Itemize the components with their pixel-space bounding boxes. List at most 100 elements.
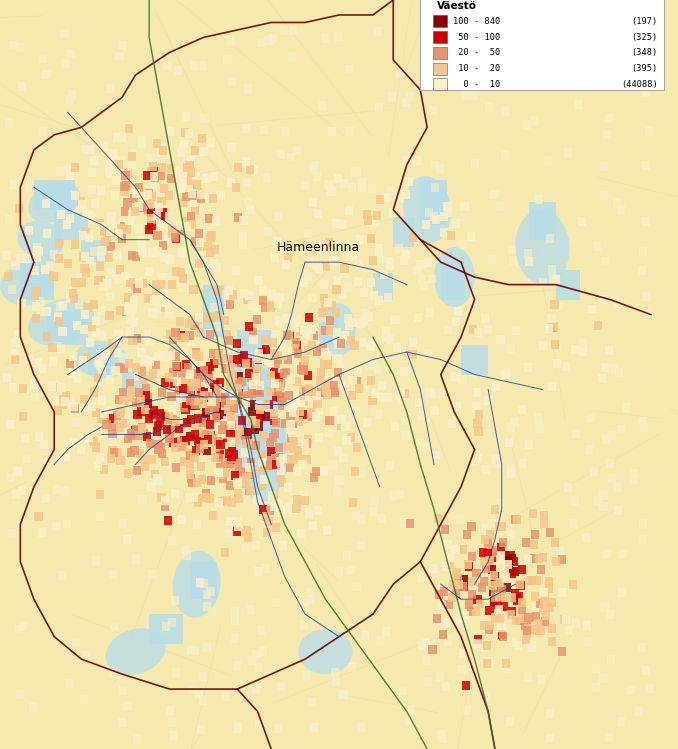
Bar — [274, 238, 282, 247]
Bar — [330, 407, 338, 416]
Bar — [463, 530, 471, 539]
Bar — [148, 309, 156, 318]
Bar — [331, 386, 339, 395]
Bar — [504, 560, 512, 569]
Bar — [255, 349, 263, 358]
Bar — [148, 192, 157, 201]
Bar — [285, 391, 294, 400]
Bar — [258, 458, 266, 467]
Bar — [551, 539, 559, 548]
Bar — [460, 91, 468, 100]
Bar — [245, 463, 254, 472]
Bar — [167, 174, 176, 183]
Bar — [88, 345, 115, 374]
Bar — [297, 401, 305, 410]
Bar — [296, 247, 304, 256]
Bar — [393, 343, 401, 352]
Bar — [545, 324, 553, 333]
Bar — [537, 676, 545, 685]
Bar — [366, 361, 374, 370]
Bar — [203, 285, 224, 337]
Bar — [200, 366, 208, 375]
Bar — [123, 469, 132, 478]
Bar — [115, 330, 123, 339]
Bar — [233, 355, 241, 364]
Bar — [146, 168, 155, 177]
Bar — [502, 573, 510, 582]
Bar — [112, 176, 120, 185]
Bar — [168, 279, 176, 288]
Bar — [131, 207, 139, 216]
Bar — [485, 530, 494, 539]
Bar — [221, 454, 229, 463]
Bar — [479, 643, 487, 652]
Bar — [300, 366, 308, 374]
Bar — [289, 25, 297, 34]
Bar — [301, 598, 309, 607]
Bar — [346, 127, 354, 136]
Bar — [179, 198, 187, 207]
Bar — [207, 476, 215, 485]
Ellipse shape — [241, 412, 288, 502]
Bar — [428, 645, 437, 654]
Text: (325): (325) — [631, 32, 658, 42]
Bar — [61, 487, 69, 496]
Bar — [320, 280, 328, 289]
Bar — [268, 301, 277, 310]
Bar — [300, 363, 308, 372]
Bar — [283, 442, 291, 451]
Bar — [365, 312, 373, 321]
Bar — [139, 248, 147, 257]
Bar — [38, 307, 46, 316]
Bar — [228, 371, 237, 380]
Bar — [235, 383, 243, 392]
Bar — [188, 478, 196, 487]
Bar — [461, 345, 488, 374]
Bar — [228, 77, 236, 86]
Bar — [354, 368, 362, 377]
Bar — [202, 408, 210, 417]
Bar — [193, 369, 201, 378]
Bar — [285, 403, 293, 412]
Bar — [344, 283, 352, 292]
Bar — [518, 405, 526, 414]
Bar — [414, 313, 422, 322]
Bar — [90, 300, 98, 309]
Bar — [486, 621, 494, 630]
Bar — [518, 604, 526, 613]
Bar — [238, 354, 246, 363]
Bar — [535, 554, 543, 562]
Bar — [63, 520, 71, 529]
Bar — [113, 275, 121, 284]
Bar — [216, 378, 224, 387]
Bar — [9, 41, 17, 50]
Bar — [498, 522, 506, 531]
Bar — [508, 593, 517, 602]
Bar — [260, 476, 268, 485]
Bar — [375, 296, 383, 305]
Bar — [525, 64, 533, 73]
Bar — [388, 92, 397, 101]
Bar — [113, 333, 121, 342]
Bar — [367, 342, 375, 351]
Bar — [540, 597, 549, 606]
Bar — [229, 360, 237, 369]
Bar — [107, 212, 115, 221]
Bar — [445, 600, 453, 609]
Bar — [473, 595, 481, 604]
Bar — [183, 418, 191, 427]
Bar — [35, 358, 43, 367]
Bar — [200, 391, 208, 400]
Bar — [313, 403, 321, 412]
Bar — [182, 405, 190, 414]
Bar — [287, 375, 295, 384]
Bar — [148, 179, 157, 188]
Bar — [5, 273, 13, 282]
Bar — [480, 577, 488, 586]
Ellipse shape — [403, 176, 451, 243]
Bar — [111, 191, 119, 200]
Bar — [266, 343, 274, 352]
Bar — [619, 550, 627, 559]
Bar — [247, 373, 255, 382]
Bar — [103, 233, 111, 242]
